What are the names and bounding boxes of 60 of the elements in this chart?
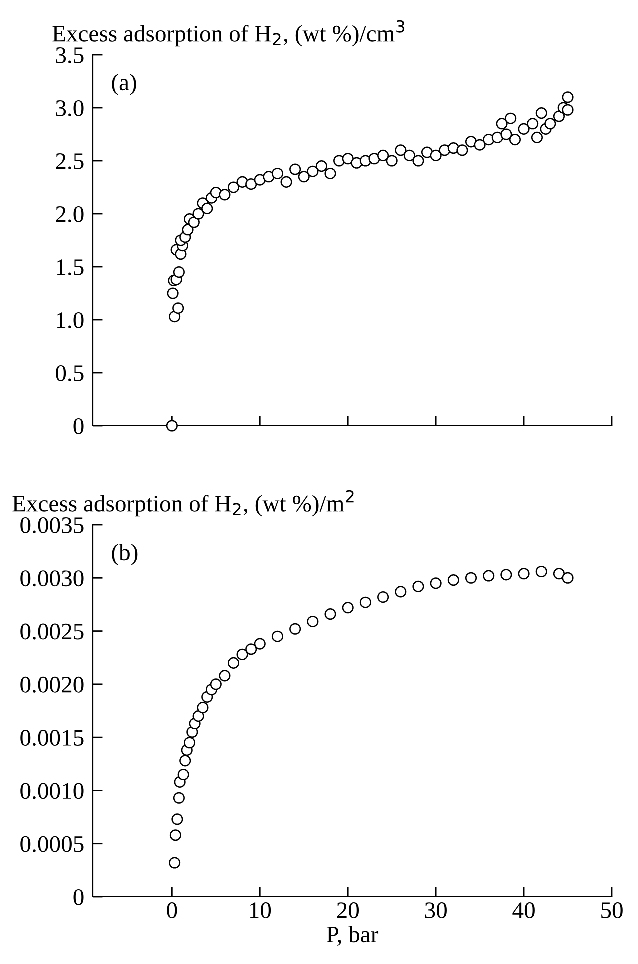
- point: [307, 616, 319, 628]
- point: [184, 737, 196, 749]
- point: [219, 670, 231, 682]
- x-tick-label: 0: [167, 902, 178, 918]
- point: [170, 830, 182, 842]
- y-tick-label: 1.5: [57, 260, 84, 276]
- point: [342, 602, 354, 614]
- x-tick-label: 10: [250, 902, 272, 918]
- y-axis-title: Excess adsorption of H$_{2}$, (wt %)/cm$^{3}$: [52, 20, 405, 47]
- y-tick-label: 0: [74, 889, 84, 906]
- point: [290, 623, 302, 635]
- x-tick-label: 40: [512, 902, 535, 918]
- point: [562, 572, 574, 584]
- y-tick-label: 0: [74, 418, 84, 434]
- point: [324, 608, 336, 620]
- point: [178, 768, 190, 781]
- point: [210, 678, 222, 690]
- point: [197, 702, 209, 714]
- point: [430, 578, 442, 590]
- point: [246, 644, 258, 656]
- point: [169, 857, 181, 869]
- y-tick-label: 2.0: [56, 206, 84, 223]
- y-tick-label: 0.0015: [20, 730, 84, 746]
- point: [272, 630, 284, 642]
- point: [465, 572, 478, 584]
- y-tick-label: 0.0035: [20, 517, 84, 534]
- x-tick-label: 20: [337, 902, 360, 918]
- point: [254, 638, 266, 650]
- y-tick-label: 3.0: [56, 100, 84, 117]
- point: [236, 648, 248, 660]
- point: [228, 657, 240, 669]
- point: [553, 568, 565, 580]
- y-tick-label: 0.0030: [20, 570, 84, 587]
- point: [172, 814, 184, 826]
- y-tick-label: 3.5: [56, 48, 84, 64]
- point: [412, 580, 424, 592]
- y-tick-label: 2.5: [56, 154, 84, 170]
- y-axis-title: Excess adsorption of H$_{2}$, (wt %)/m$^{2}$: [12, 490, 354, 517]
- point: [518, 568, 530, 580]
- x-tick-label: 30: [425, 902, 447, 918]
- point: [192, 710, 204, 722]
- annotation: (a): [112, 74, 136, 96]
- y-tick-label: 0.0020: [20, 676, 84, 693]
- point: [448, 574, 460, 586]
- x-axis-title: P, bar: [326, 926, 379, 946]
- annotation: (b): [112, 544, 138, 566]
- point: [500, 569, 512, 581]
- point: [173, 792, 185, 804]
- point: [483, 570, 495, 582]
- point: [378, 592, 390, 604]
- y-tick-label: 0.0005: [20, 836, 84, 852]
- y-tick-label: 1.0: [57, 312, 84, 329]
- point: [180, 755, 192, 767]
- point: [536, 566, 548, 578]
- x-tick-label: 50: [602, 902, 623, 918]
- y-tick-label: 0.0025: [20, 624, 84, 640]
- point: [395, 586, 407, 598]
- point: [360, 596, 372, 608]
- y-tick-label: 0.0010: [20, 783, 84, 800]
- y-tick-label: 0.5: [56, 365, 84, 382]
